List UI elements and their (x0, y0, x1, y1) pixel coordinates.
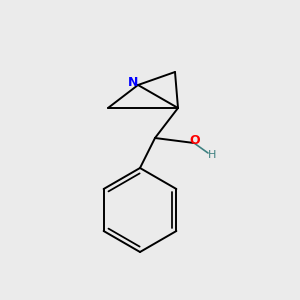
Text: N: N (128, 76, 138, 88)
Text: H: H (208, 150, 216, 160)
Text: O: O (190, 134, 200, 146)
